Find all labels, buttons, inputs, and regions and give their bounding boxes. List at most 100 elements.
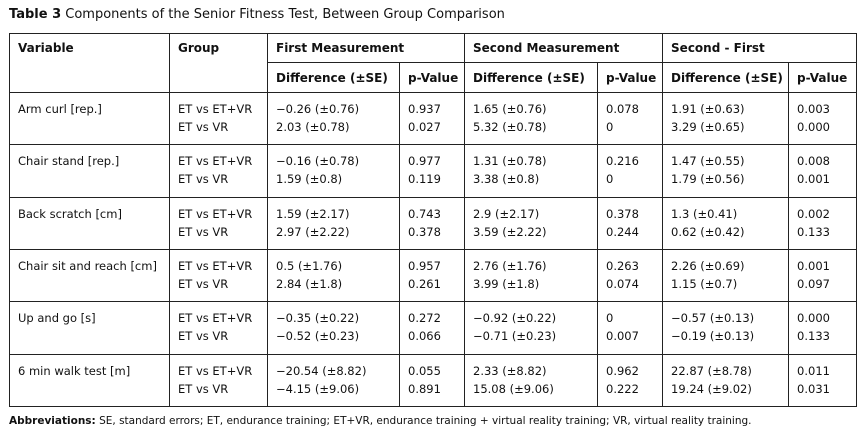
first-p-value-cell: 0.055 0.891 [398, 353, 466, 408]
change-difference-value: 1.15 (±0.7) [671, 276, 738, 291]
subheader-difference: Difference (±SE) [464, 62, 599, 93]
change-difference-cell: 1.3 (±0.41) 0.62 (±0.42) [662, 196, 790, 250]
change-difference-value: 1.79 (±0.56) [671, 172, 745, 187]
table-row: Up and go [s] ET vs ET+VR ET vs VR −0.35 (±… [9, 301, 858, 355]
change-p-value-value: 0.011 [797, 363, 830, 378]
header-second-measurement: Second Measurement [464, 33, 664, 63]
change-difference-cell: 22.87 (±8.78) 19.24 (±9.02) [662, 353, 790, 408]
second-p-value-value: 0.244 [606, 224, 639, 239]
first-difference-value: −4.15 (±9.06) [276, 381, 360, 396]
second-p-value-value: 0.962 [606, 363, 639, 378]
group-value: ET vs ET+VR [178, 258, 253, 273]
subheader-p-value: p-Value [597, 62, 664, 93]
change-difference-cell: 1.47 (±0.55) 1.79 (±0.56) [662, 144, 790, 198]
first-difference-value: −0.52 (±0.23) [276, 329, 360, 344]
second-p-value-cell: 0.962 0.222 [597, 353, 664, 408]
second-difference-cell: 1.31 (±0.78) 3.38 (±0.8) [464, 144, 599, 198]
group-value: ET vs VR [178, 224, 229, 239]
first-p-value-value: 0.066 [408, 329, 441, 344]
change-p-value-value: 0.133 [797, 224, 830, 239]
table-body: Arm curl [rep.] ET vs ET+VR ET vs VR −0.26 … [9, 91, 858, 408]
first-p-value-cell: 0.743 0.378 [398, 196, 466, 250]
change-p-value-value: 0.008 [797, 154, 830, 169]
second-p-value-cell: 0.216 0 [597, 144, 664, 198]
group-value: ET vs ET+VR [178, 206, 253, 221]
second-difference-value: 2.33 (±8.82) [473, 363, 547, 378]
first-difference-value: 0.5 (±1.76) [276, 258, 343, 273]
group-value: ET vs ET+VR [178, 363, 253, 378]
variable-cell: 6 min walk test [m] [9, 353, 170, 408]
group-value: ET vs VR [178, 120, 229, 134]
first-difference-value: 2.97 (±2.22) [276, 224, 350, 239]
group-value: ET vs VR [178, 276, 229, 291]
change-difference-value: −0.57 (±0.13) [671, 311, 755, 326]
first-p-value-value: 0.977 [408, 154, 441, 169]
subheader-p-value: p-Value [788, 62, 858, 93]
change-p-value-cell: 0.002 0.133 [788, 196, 858, 250]
first-difference-value: 2.03 (±0.78) [276, 120, 350, 134]
first-difference-value: −0.16 (±0.78) [276, 154, 360, 169]
group-cell: ET vs ET+VR ET vs VR [169, 301, 268, 355]
second-difference-value: 3.59 (±2.22) [473, 224, 547, 239]
change-p-value-value: 0.000 [797, 311, 830, 326]
change-p-value-value: 0.133 [797, 329, 830, 344]
first-p-value-value: 0.378 [408, 224, 441, 239]
variable-cell: Arm curl [rep.] [9, 91, 170, 146]
header-group: Group [169, 33, 268, 93]
first-p-value-value: 0.272 [408, 311, 441, 326]
change-p-value-value: 0.002 [797, 206, 830, 221]
first-difference-value: −0.26 (±0.76) [276, 102, 360, 116]
subheader-difference: Difference (±SE) [662, 62, 790, 93]
change-difference-value: 1.47 (±0.55) [671, 154, 745, 169]
first-difference-value: 1.59 (±2.17) [276, 206, 350, 221]
header-first-measurement: First Measurement [266, 33, 466, 63]
table-row: Chair stand [rep.] ET vs ET+VR ET vs VR −0.… [9, 144, 858, 198]
first-difference-cell: −0.16 (±0.78) 1.59 (±0.8) [267, 144, 400, 198]
group-value: ET vs VR [178, 381, 229, 396]
first-p-value-value: 0.261 [408, 276, 441, 291]
table-row: 6 min walk test [m] ET vs ET+VR ET vs VR −2… [9, 353, 858, 408]
first-p-value-value: 0.957 [408, 258, 441, 273]
second-p-value-value: 0 [606, 172, 614, 187]
first-difference-value: 2.84 (±1.8) [276, 276, 343, 291]
first-p-value-value: 0.937 [408, 102, 441, 116]
change-difference-value: 1.91 (±0.63) [671, 102, 745, 116]
change-difference-value: 0.62 (±0.42) [671, 224, 745, 239]
second-p-value-cell: 0.263 0.074 [597, 248, 664, 303]
change-difference-cell: 1.91 (±0.63) 3.29 (±0.65) [662, 91, 790, 146]
first-p-value-value: 0.119 [408, 172, 441, 187]
group-value: ET vs ET+VR [178, 102, 253, 116]
second-p-value-value: 0.378 [606, 206, 639, 221]
second-p-value-value: 0 [606, 120, 614, 134]
first-difference-cell: −0.35 (±0.22) −0.52 (±0.23) [267, 301, 400, 355]
first-difference-cell: 1.59 (±2.17) 2.97 (±2.22) [267, 196, 400, 250]
first-p-value-cell: 0.937 0.027 [398, 91, 466, 146]
second-p-value-cell: 0.378 0.244 [597, 196, 664, 250]
change-p-value-cell: 0.011 0.031 [788, 353, 858, 408]
change-difference-value: −0.19 (±0.13) [671, 329, 755, 344]
second-difference-cell: 1.65 (±0.76) 5.32 (±0.78) [464, 91, 599, 146]
second-difference-value: 5.32 (±0.78) [473, 120, 547, 134]
group-value: ET vs ET+VR [178, 311, 253, 326]
group-value: ET vs ET+VR [178, 154, 253, 169]
group-value: ET vs VR [178, 172, 229, 187]
second-p-value-value: 0 [606, 311, 614, 326]
second-p-value-value: 0.216 [606, 154, 639, 169]
first-p-value-value: 0.055 [408, 363, 441, 378]
first-p-value-value: 0.891 [408, 381, 441, 396]
second-p-value-cell: 0.078 0 [597, 91, 664, 146]
change-difference-value: 2.26 (±0.69) [671, 258, 745, 273]
second-difference-value: 15.08 (±9.06) [473, 381, 554, 396]
subheader-p-value: p-Value [398, 62, 466, 93]
footnote-text: SE, standard errors; ET, endurance train… [99, 415, 752, 427]
table-caption: Table 3 Components of the Senior Fitness… [9, 7, 505, 22]
second-difference-value: 3.99 (±1.8) [473, 276, 540, 291]
change-difference-value: 1.3 (±0.41) [671, 206, 738, 221]
second-difference-cell: 2.33 (±8.82) 15.08 (±9.06) [464, 353, 599, 408]
table-title: Components of the Senior Fitness Test, B… [65, 7, 505, 22]
second-difference-cell: −0.92 (±0.22) −0.71 (±0.23) [464, 301, 599, 355]
change-p-value-value: 0.000 [797, 120, 830, 134]
header-second-minus-first: Second - First [662, 33, 858, 63]
table-footnote: Abbreviations: SE, standard errors; ET, … [9, 415, 752, 427]
subheader-difference: Difference (±SE) [267, 62, 400, 93]
